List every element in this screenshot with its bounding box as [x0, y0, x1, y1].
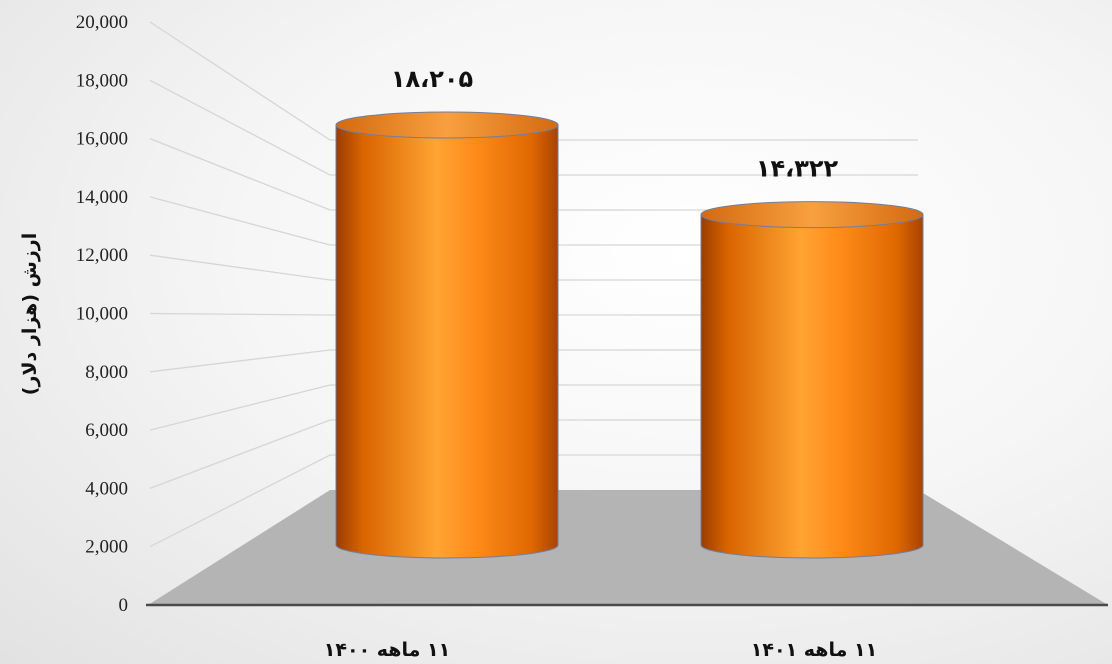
bar-body [335, 124, 559, 559]
data-labels: ۱۸،۲۰۵ ۱۴،۳۲۲ [391, 65, 839, 183]
y-tick-label: 10,000 [76, 304, 128, 325]
x-category-label: ۱۱ ماهه ۱۴۰۱ [751, 639, 877, 661]
bar-top-cap [335, 111, 559, 139]
y-tick-label: 4,000 [85, 478, 128, 499]
gridline [149, 21, 918, 141]
chart-floor [148, 490, 1108, 605]
y-tick-label: 16,000 [76, 129, 128, 150]
bar-2 [700, 201, 924, 559]
y-axis-title: ارزش (هزار دلار) [19, 233, 41, 395]
gridline [149, 79, 918, 176]
data-label: ۱۴،۳۲۲ [756, 155, 839, 183]
bar-body [700, 214, 924, 559]
y-tick-label: 18,000 [76, 70, 128, 91]
bar-top-cap [700, 201, 924, 229]
data-label: ۱۸،۲۰۵ [391, 65, 473, 93]
gridlines [149, 21, 918, 548]
bars [335, 111, 924, 559]
y-tick-label: 14,000 [76, 187, 128, 208]
bar-1 [335, 111, 559, 559]
y-tick-label: 20,000 [76, 12, 128, 33]
x-category-label: ۱۱ ماهه ۱۴۰۰ [324, 639, 450, 661]
y-tick-label: 8,000 [85, 362, 128, 383]
y-tick-label: 0 [119, 595, 129, 616]
y-axis-ticks: 0 2,000 4,000 6,000 8,000 10,000 12,000 14,000 1… [76, 12, 128, 616]
y-tick-label: 6,000 [85, 420, 128, 441]
category-labels: ۱۱ ماهه ۱۴۰۰ ۱۱ ماهه ۱۴۰۱ [324, 639, 877, 661]
y-tick-label: 2,000 [85, 537, 128, 558]
y-tick-label: 12,000 [76, 245, 128, 266]
